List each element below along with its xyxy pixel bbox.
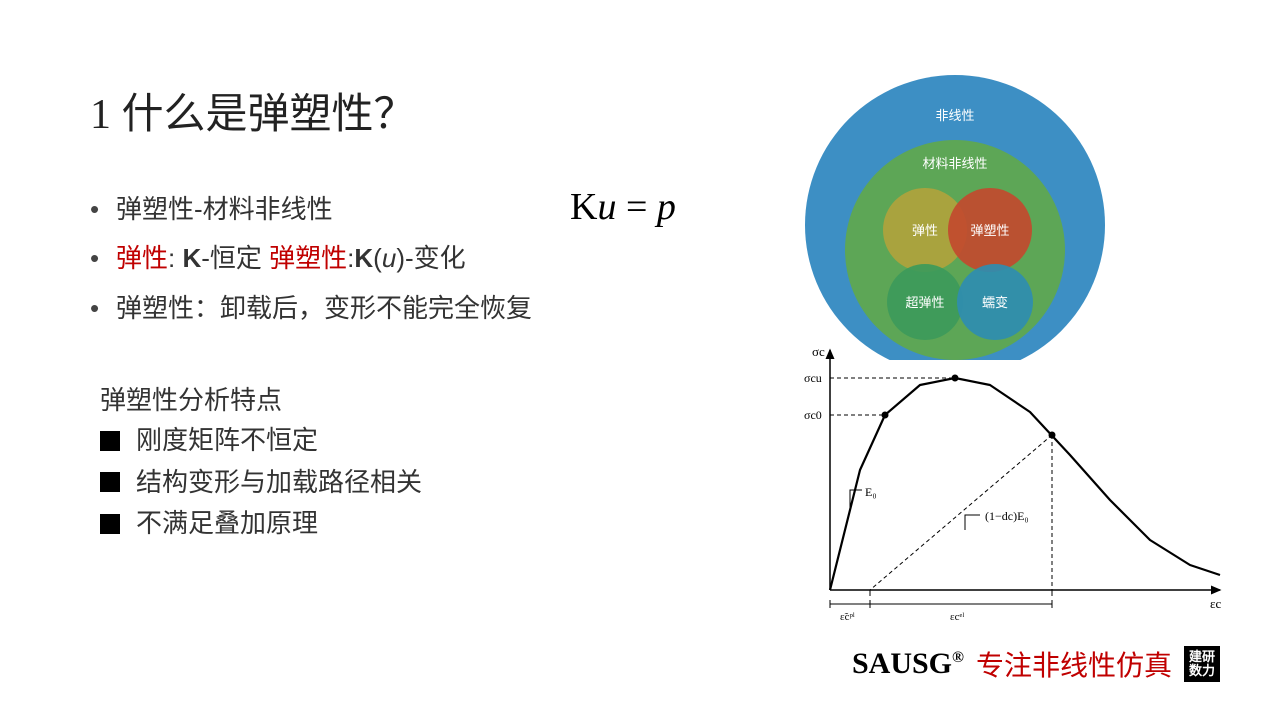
characteristics-title: 弹塑性分析特点 [100, 380, 282, 417]
svg-text:σcu: σcu [804, 371, 822, 385]
svg-text:E₀: E₀ [865, 485, 877, 499]
square-item-2: 结构变形与加载路径相关 [100, 462, 422, 504]
b2-elastic: 弹性 [116, 243, 168, 273]
svg-text:εc: εc [1210, 596, 1221, 611]
svg-text:弹性: 弹性 [912, 223, 938, 238]
slide-title: 1 什么是弹塑性？ [90, 80, 416, 141]
bullet-1: • 弹塑性-材料非线性 [90, 185, 532, 234]
svg-text:非线性: 非线性 [935, 108, 974, 123]
svg-text:弹塑性: 弹塑性 [970, 223, 1009, 238]
brand-name: SAUSG® [852, 647, 964, 681]
brand-logo: 建研数力 [1184, 646, 1220, 683]
bullet-1-text: 弹塑性-材料非线性 [116, 185, 333, 234]
bullet-3-text: 弹塑性：卸载后，变形不能完全恢复 [116, 284, 532, 333]
bullet-dot: • [90, 185, 116, 234]
square-icon [100, 514, 120, 534]
square-list: 刚度矩阵不恒定 结构变形与加载路径相关 不满足叠加原理 [100, 420, 422, 545]
square-icon [100, 472, 120, 492]
svg-text:材料非线性: 材料非线性 [922, 156, 987, 171]
svg-text:εcᵉˡ: εcᵉˡ [950, 611, 964, 623]
brand-slogan: 专注非线性仿真 [976, 644, 1172, 684]
svg-text:蠕变: 蠕变 [982, 295, 1008, 310]
svg-text:σc0: σc0 [804, 408, 822, 422]
bullet-list: • 弹塑性-材料非线性 • 弹性: K-恒定 弹塑性:K(u)-变化 • 弹塑性… [90, 185, 532, 333]
svg-text:(1−dc)E₀: (1−dc)E₀ [985, 509, 1029, 523]
bullet-3: • 弹塑性：卸载后，变形不能完全恢复 [90, 284, 532, 333]
bullet-2: • 弹性: K-恒定 弹塑性:K(u)-变化 [90, 234, 532, 283]
svg-text:σc: σc [812, 344, 825, 359]
square-icon [100, 431, 120, 451]
svg-text:ε̃cᵖˡ: ε̃cᵖˡ [840, 611, 855, 623]
bullet-dot: • [90, 284, 116, 333]
bullet-dot: • [90, 234, 116, 283]
stress-strain-chart: E₀ (1−dc)E₀ σc σcu σc0 εc ε̃cᵖˡ εcᵉˡ [790, 340, 1230, 630]
footer: SAUSG® 专注非线性仿真 建研数力 [852, 644, 1220, 684]
svg-text:超弹性: 超弹性 [905, 295, 944, 310]
venn-diagram: 非线性材料非线性弹性 弹塑性超弹性 蠕变 [700, 50, 1230, 360]
square-item-3: 不满足叠加原理 [100, 503, 422, 545]
square-item-1: 刚度矩阵不恒定 [100, 420, 422, 462]
equation: Ku = p [570, 185, 676, 229]
b2-plastic: 弹塑性 [269, 243, 347, 273]
